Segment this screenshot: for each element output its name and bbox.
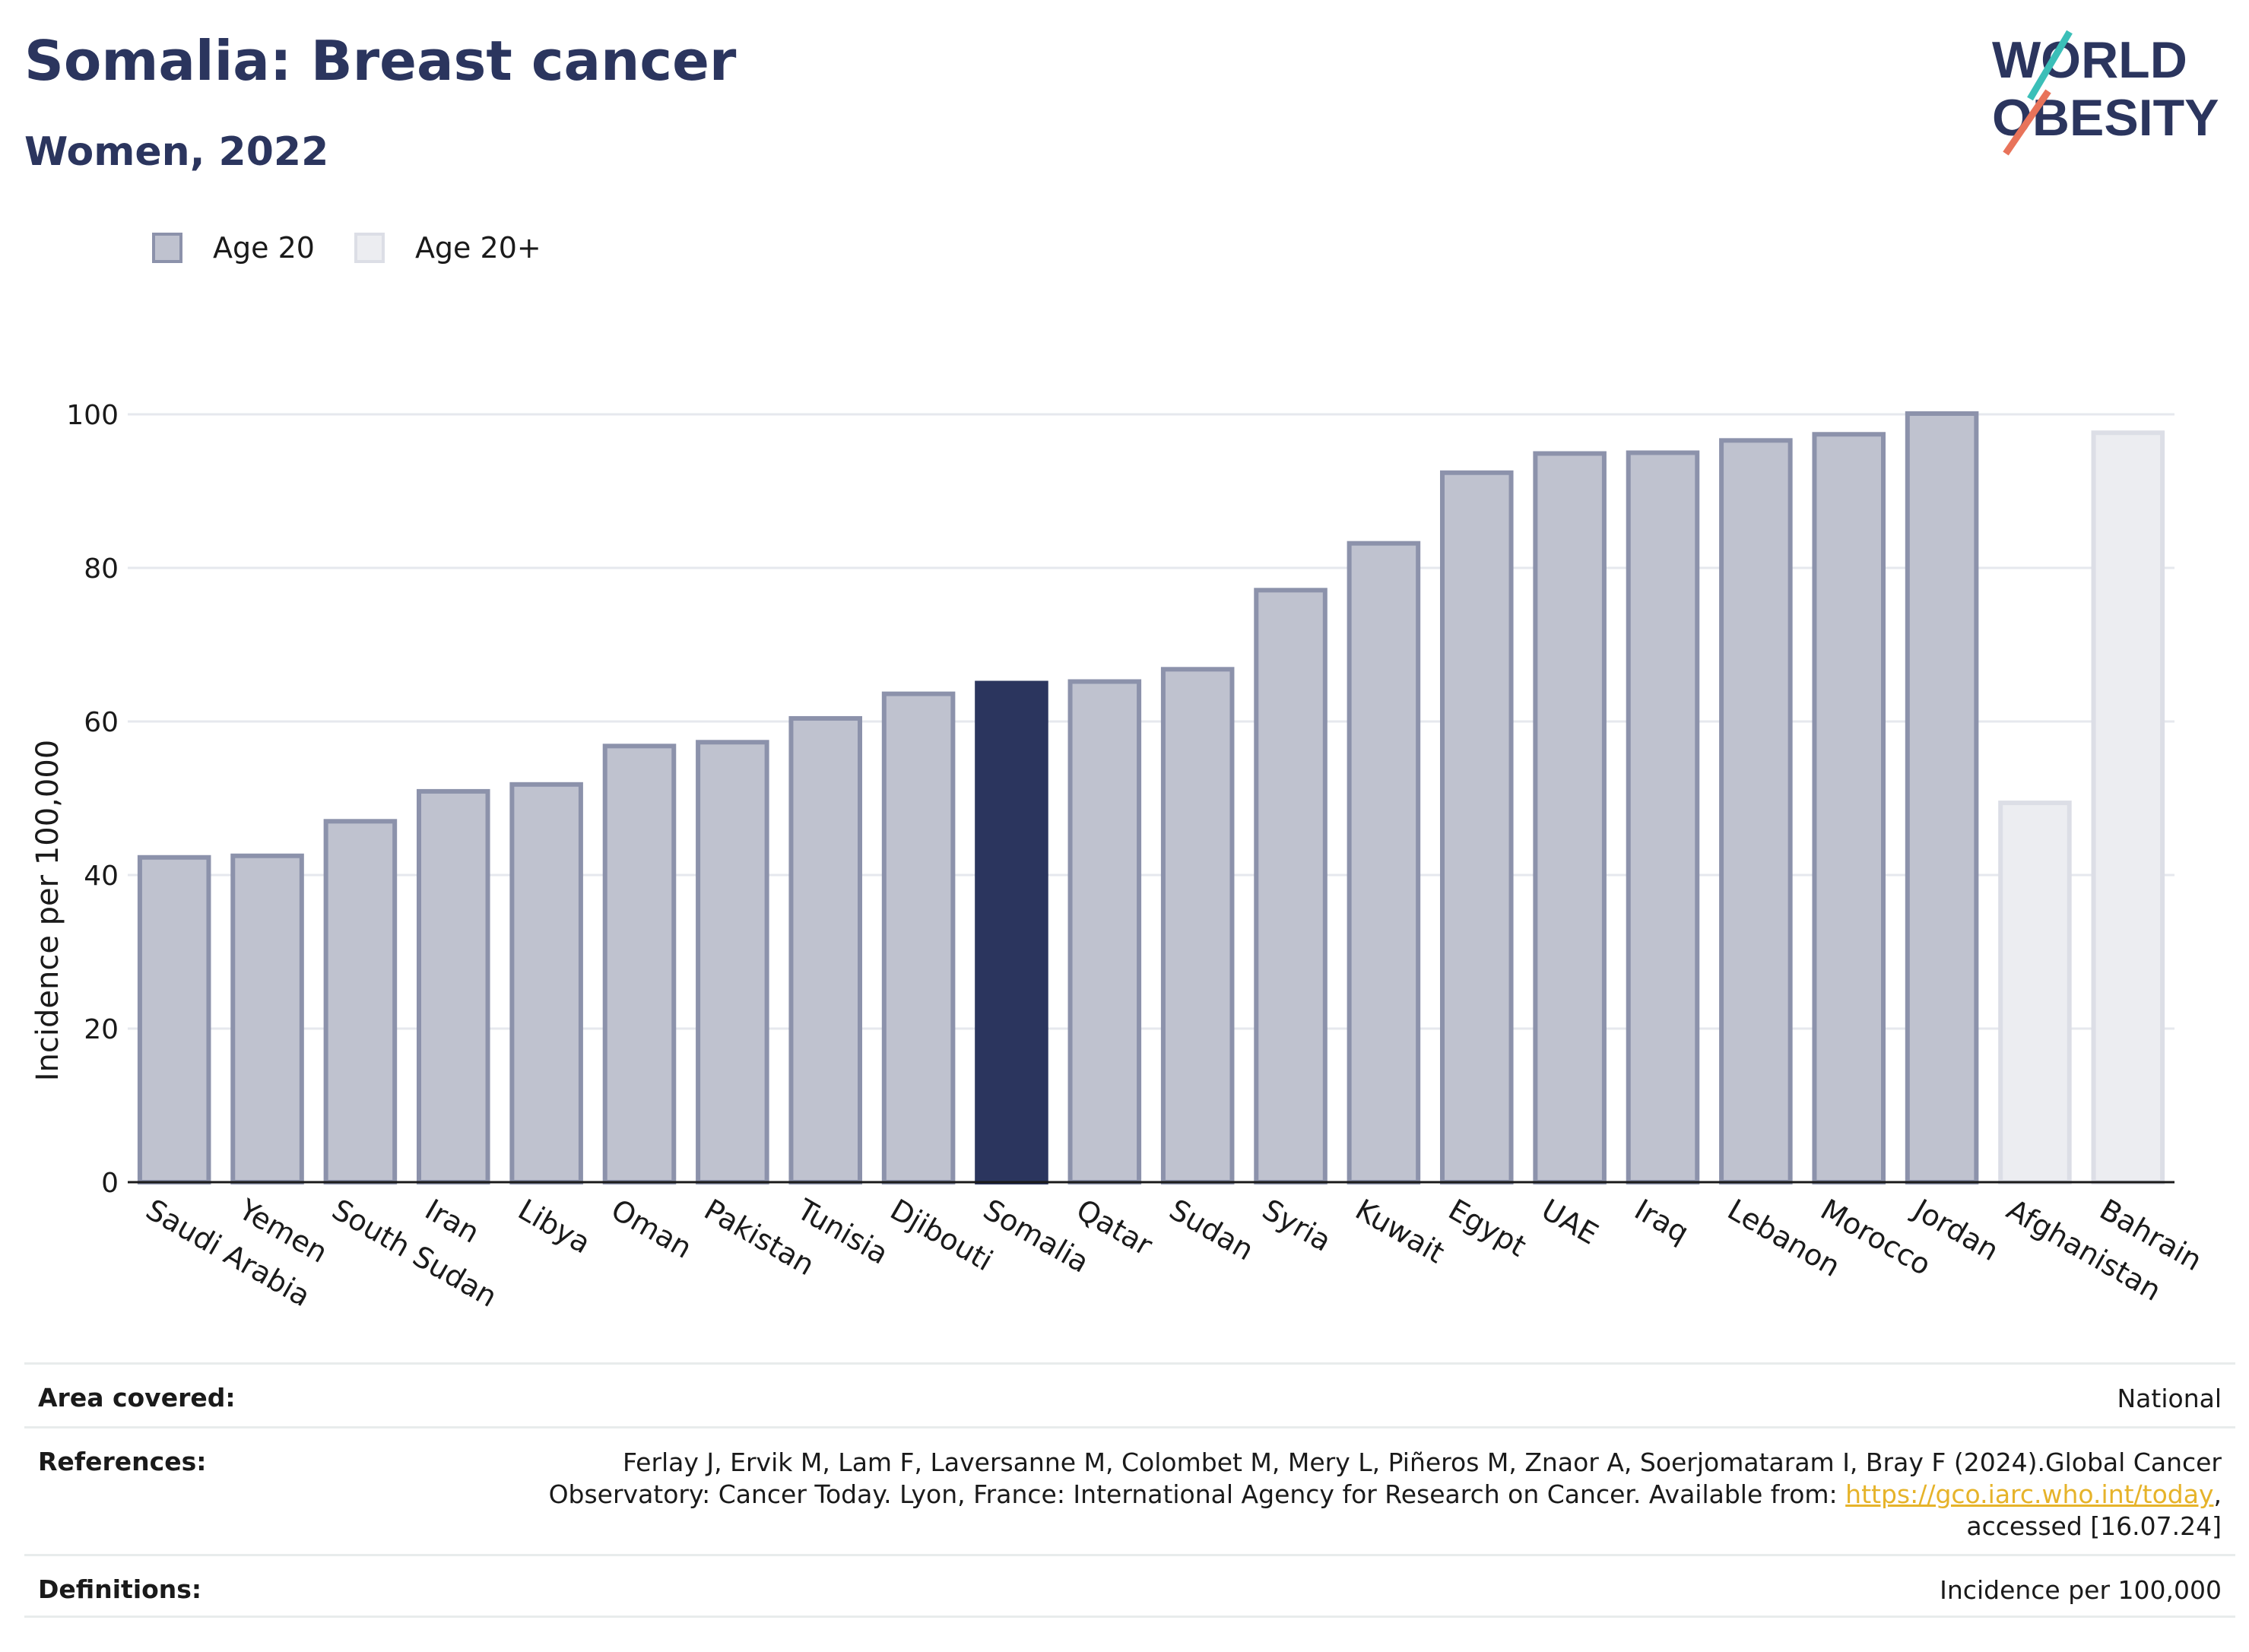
y-tick-label: 60 xyxy=(84,707,119,738)
legend-label-age20plus: Age 20+ xyxy=(414,231,541,265)
x-tick-label: Kuwait xyxy=(1350,1193,1450,1270)
y-tick-label: 0 xyxy=(101,1168,119,1199)
x-tick-label: Djibouti xyxy=(885,1193,999,1278)
logo-slash-coral xyxy=(2003,89,2051,156)
legend-label-age20: Age 20 xyxy=(213,231,315,265)
bar-kuwait[interactable] xyxy=(1347,541,1421,1184)
y-tick-label: 80 xyxy=(84,553,119,585)
bar-afghanistan[interactable] xyxy=(1998,801,2072,1184)
bar-bahrain[interactable] xyxy=(2091,430,2165,1185)
bar-morocco[interactable] xyxy=(1812,432,1886,1184)
bar-djibouti[interactable] xyxy=(881,691,956,1184)
definitions-label: Definitions: xyxy=(38,1574,202,1604)
x-tick-label: Libya xyxy=(512,1193,596,1260)
bar-jordan[interactable] xyxy=(1905,411,1979,1185)
bar-tunisia[interactable] xyxy=(788,715,863,1184)
definitions-value: Incidence per 100,000 xyxy=(1940,1575,2222,1605)
legend: Age 20 Age 20+ xyxy=(152,227,581,269)
bar-uae[interactable] xyxy=(1533,451,1607,1184)
bar-lebanon[interactable] xyxy=(1719,438,1793,1184)
bar-iran[interactable] xyxy=(416,788,490,1184)
world-obesity-logo: WORLD OBESITY xyxy=(1992,30,2219,156)
x-tick-label: South Sudan xyxy=(326,1193,503,1314)
bars xyxy=(137,411,2165,1185)
legend-swatch-age20 xyxy=(152,233,182,263)
bar-saudi-arabia[interactable] xyxy=(137,855,211,1185)
references-line3: accessed [16.07.24] xyxy=(1966,1511,2222,1541)
area-covered-value: National xyxy=(2117,1384,2222,1413)
legend-item-age20plus[interactable]: Age 20+ xyxy=(354,231,541,265)
references-label: References: xyxy=(38,1447,207,1476)
x-tick-label: Iraq xyxy=(1629,1193,1695,1250)
legend-swatch-age20plus xyxy=(354,233,385,263)
row-references: References: Ferlay J, Ervik M, Lam F, La… xyxy=(24,1426,2235,1554)
y-axis-ticks: 0 20 40 60 80 100 xyxy=(66,400,119,1199)
y-tick-label: 20 xyxy=(84,1014,119,1045)
bar-syria[interactable] xyxy=(1254,588,1328,1185)
x-tick-label: Egypt xyxy=(1443,1193,1532,1264)
row-definitions: Definitions: Incidence per 100,000 xyxy=(24,1554,2235,1618)
x-tick-label: Syria xyxy=(1257,1193,1337,1258)
references-value: Ferlay J, Ervik M, Lam F, Laversanne M, … xyxy=(549,1447,2222,1554)
bar-somalia[interactable] xyxy=(975,680,1048,1184)
x-tick-label: Iran xyxy=(420,1193,485,1250)
bar-yemen[interactable] xyxy=(230,853,304,1184)
x-tick-label: UAE xyxy=(1536,1193,1603,1251)
bar-pakistan[interactable] xyxy=(696,740,769,1184)
bar-libya[interactable] xyxy=(509,782,583,1184)
references-line2-text: Observatory: Cancer Today. Lyon, France:… xyxy=(548,1479,1846,1509)
bar-oman[interactable] xyxy=(602,744,677,1184)
y-tick-label: 100 xyxy=(66,400,119,431)
chart-subtitle: Women, 2022 xyxy=(24,129,329,175)
y-tick-label: 40 xyxy=(84,861,119,892)
info-table: Area covered: National References: Ferla… xyxy=(24,1362,2235,1618)
area-covered-label: Area covered: xyxy=(38,1383,236,1413)
bar-iraq[interactable] xyxy=(1626,450,1700,1184)
x-tick-label: Sudan xyxy=(1164,1193,1260,1267)
references-link[interactable]: https://gco.iarc.who.int/today xyxy=(1845,1479,2214,1509)
y-axis-label: Incidence per 100,000 xyxy=(30,740,65,1082)
logo-slash-teal xyxy=(2027,30,2073,101)
bar-south-sudan[interactable] xyxy=(323,819,398,1184)
bar-sudan[interactable] xyxy=(1160,667,1235,1184)
bar-egypt[interactable] xyxy=(1439,470,1514,1184)
x-tick-label: Oman xyxy=(606,1193,698,1265)
row-area-covered: Area covered: National xyxy=(24,1362,2235,1426)
bar-qatar[interactable] xyxy=(1067,679,1142,1184)
logo-line1: WORLD xyxy=(1992,31,2187,89)
legend-item-age20[interactable]: Age 20 xyxy=(152,231,315,265)
references-line1: Ferlay J, Ervik M, Lam F, Laversanne M, … xyxy=(622,1447,2222,1477)
x-tick-label: Somalia xyxy=(978,1193,1095,1279)
references-line2: Observatory: Cancer Today. Lyon, France:… xyxy=(548,1479,2222,1509)
chart-title: Somalia: Breast cancer xyxy=(24,29,737,93)
